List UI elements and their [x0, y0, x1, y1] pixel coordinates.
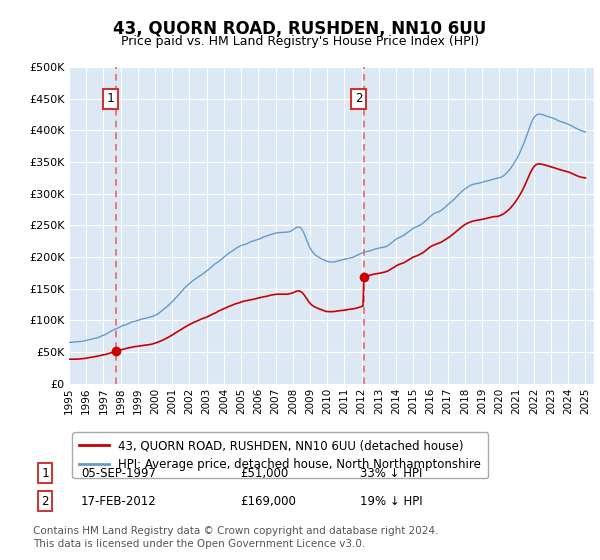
- Text: 19% ↓ HPI: 19% ↓ HPI: [360, 494, 422, 508]
- Text: 1: 1: [107, 92, 114, 105]
- Legend: 43, QUORN ROAD, RUSHDEN, NN10 6UU (detached house), HPI: Average price, detached: 43, QUORN ROAD, RUSHDEN, NN10 6UU (detac…: [72, 432, 488, 478]
- Text: 33% ↓ HPI: 33% ↓ HPI: [360, 466, 422, 480]
- Text: Price paid vs. HM Land Registry's House Price Index (HPI): Price paid vs. HM Land Registry's House …: [121, 35, 479, 48]
- Text: 2: 2: [355, 92, 362, 105]
- Text: Contains HM Land Registry data © Crown copyright and database right 2024.: Contains HM Land Registry data © Crown c…: [33, 526, 439, 536]
- Text: 2: 2: [41, 494, 49, 508]
- Text: This data is licensed under the Open Government Licence v3.0.: This data is licensed under the Open Gov…: [33, 539, 365, 549]
- Text: 1: 1: [41, 466, 49, 480]
- Text: £51,000: £51,000: [240, 466, 288, 480]
- Text: £169,000: £169,000: [240, 494, 296, 508]
- Text: 17-FEB-2012: 17-FEB-2012: [81, 494, 157, 508]
- Text: 43, QUORN ROAD, RUSHDEN, NN10 6UU: 43, QUORN ROAD, RUSHDEN, NN10 6UU: [113, 20, 487, 38]
- Text: 05-SEP-1997: 05-SEP-1997: [81, 466, 156, 480]
